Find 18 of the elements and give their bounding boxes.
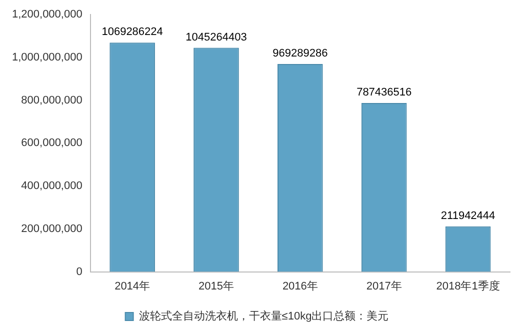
y-tick-label: 1,200,000,000	[12, 8, 82, 21]
y-tick-label: 200,000,000	[21, 222, 82, 235]
y-tick-label: 400,000,000	[21, 180, 82, 192]
data-label: 1069286224	[102, 26, 163, 38]
data-label: 969289286	[272, 48, 328, 60]
x-tick-label: 2015年	[198, 280, 234, 292]
x-tick-label: 2017年	[366, 280, 402, 292]
data-label: 211942444	[440, 210, 496, 222]
x-tick-label: 2014年	[114, 280, 150, 292]
legend-label: 波轮式全自动洗衣机，干衣量≤10kg出口总额：美元	[138, 310, 389, 323]
x-tick-label: 2016年	[282, 280, 318, 292]
y-tick-label: 1,000,000,000	[12, 52, 82, 64]
y-tick-label: 0	[76, 266, 82, 278]
y-tick-label: 800,000,000	[21, 94, 82, 106]
data-label: 787436516	[356, 86, 412, 99]
y-tick-label: 600,000,000	[21, 137, 82, 150]
data-label: 1045264403	[186, 31, 247, 44]
x-tick-label: 2018年1季度	[436, 279, 500, 292]
